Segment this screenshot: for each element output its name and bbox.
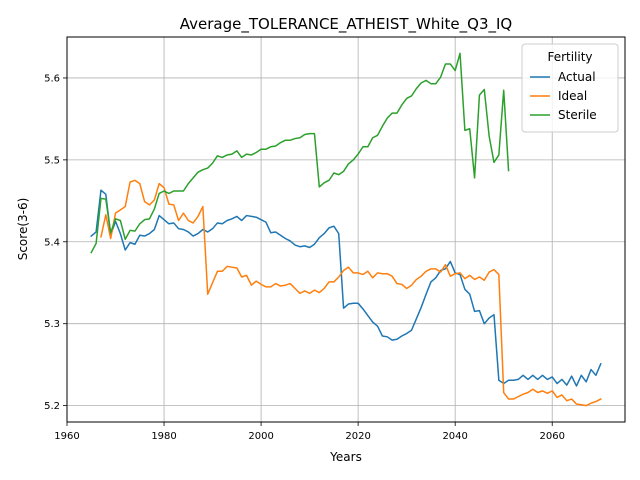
legend-label-actual: Actual — [558, 70, 596, 84]
x-tick-label: 1960 — [54, 431, 79, 442]
y-axis-label: Score(3-6) — [16, 198, 30, 261]
legend-title: Fertility — [547, 50, 592, 64]
y-tick-label: 5.4 — [44, 237, 60, 248]
series-line-ideal — [100, 179, 602, 407]
y-tick-label: 5.3 — [44, 319, 60, 330]
legend-label-sterile: Sterile — [558, 108, 597, 122]
legend-label-ideal: Ideal — [558, 89, 587, 103]
x-tick-label: 2000 — [248, 431, 273, 442]
y-tick-label: 5.5 — [44, 155, 60, 166]
series-lines — [90, 52, 602, 407]
legend: Fertility Actual Ideal Sterile — [521, 43, 619, 133]
axis-ticks: 1960 1980 2000 2020 2040 2060 5.2 5.3 5.4 5.5 5.6 — [44, 73, 565, 442]
x-tick-label: 2040 — [442, 431, 467, 442]
y-tick-label: 5.2 — [44, 401, 60, 412]
x-tick-label: 1980 — [151, 431, 176, 442]
x-tick-label: 2020 — [345, 431, 370, 442]
y-tick-label: 5.6 — [44, 73, 60, 84]
x-tick-label: 2060 — [539, 431, 564, 442]
legend-box — [521, 43, 619, 133]
x-axis-label: Years — [329, 450, 362, 464]
series-line-sterile — [90, 52, 510, 254]
chart-title: Average_TOLERANCE_ATHEIST_White_Q3_IQ — [180, 15, 512, 34]
legend-items: Actual Ideal Sterile — [530, 70, 597, 122]
plot-area-frame — [66, 36, 626, 423]
series-line-actual — [90, 189, 602, 387]
